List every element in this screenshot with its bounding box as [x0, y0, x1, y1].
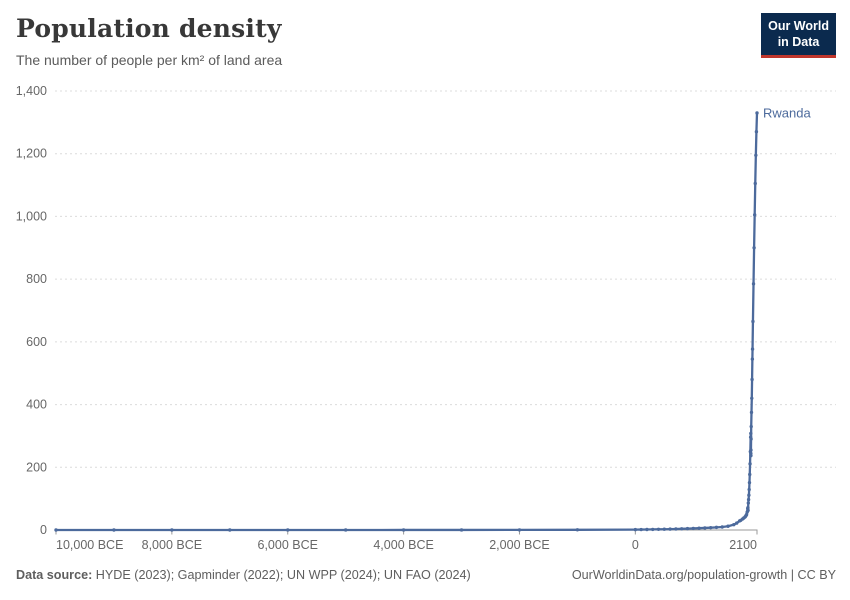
series-point-marker	[746, 506, 750, 510]
series-point-marker	[343, 528, 348, 532]
series-point-marker	[746, 501, 751, 505]
x-tick-label: 8,000 BCE	[142, 538, 202, 552]
series-point-marker	[754, 130, 759, 134]
series-point-marker	[459, 528, 464, 532]
series-point-marker	[679, 527, 684, 531]
series-point-marker	[751, 319, 755, 324]
series-point-marker	[749, 437, 753, 441]
series-point-marker	[228, 528, 232, 532]
series-point-marker	[575, 528, 580, 532]
owid-url-link[interactable]: OurWorldinData.org/population-growth | C…	[571, 568, 836, 582]
x-tick-label: 10,000 BCE	[56, 538, 123, 552]
series-point-marker	[662, 527, 667, 531]
series-point-marker	[732, 522, 736, 527]
series-point-marker	[668, 527, 672, 531]
series-point-marker	[697, 526, 701, 530]
series-point-marker	[749, 453, 753, 458]
series-point-marker	[656, 527, 661, 532]
y-tick-label: 1,400	[16, 84, 47, 98]
series-point-marker	[54, 528, 58, 532]
series-point-marker	[639, 527, 643, 532]
y-tick-label: 0	[40, 523, 47, 537]
series-point-marker	[750, 347, 755, 351]
series-point-marker	[746, 508, 750, 512]
series-point-marker	[749, 410, 754, 415]
series-point-marker	[286, 528, 290, 532]
series-point-marker	[691, 526, 695, 531]
series-point-marker	[748, 472, 752, 477]
series-point-marker	[750, 377, 754, 382]
series-point-marker	[726, 524, 730, 528]
series-point-marker	[749, 424, 753, 429]
x-tick-label: 6,000 BCE	[258, 538, 318, 552]
series-point-marker	[170, 528, 174, 532]
y-tick-label: 200	[26, 460, 47, 474]
owid-logo-line1: Our World	[768, 19, 829, 33]
series-point-marker	[633, 527, 638, 532]
x-tick-label: 2,000 BCE	[489, 538, 549, 552]
series-point-marker	[754, 153, 758, 157]
series-end-label: Rwanda	[763, 105, 811, 120]
series-point-marker	[747, 493, 751, 497]
series-point-marker	[751, 282, 756, 286]
series-point-marker	[735, 521, 739, 525]
series-point-marker	[752, 213, 757, 217]
x-tick-label: 2100	[729, 538, 757, 552]
series-point-marker	[645, 527, 649, 532]
chart-footer: Data source: HYDE (2023); Gapminder (202…	[16, 568, 836, 582]
data-source-label: Data source:	[16, 568, 93, 582]
owid-logo[interactable]: Our World in Data	[761, 13, 836, 58]
y-tick-label: 1,200	[16, 147, 47, 161]
series-point-marker	[112, 528, 116, 532]
series-point-marker	[517, 528, 522, 532]
series-point-marker	[714, 525, 719, 530]
series-point-marker	[747, 487, 751, 492]
series-point-marker	[750, 396, 754, 400]
series-point-marker	[720, 525, 724, 529]
series-point-marker	[747, 480, 752, 485]
series-point-marker	[703, 526, 707, 530]
series-point-marker	[685, 526, 690, 531]
x-tick-label: 0	[632, 538, 639, 552]
series-point-marker	[674, 527, 678, 531]
series-point-marker	[755, 111, 759, 115]
chart-header: Population density The number of people …	[16, 14, 750, 68]
chart-subtitle: The number of people per km² of land are…	[16, 52, 283, 68]
series-point-marker	[748, 462, 752, 466]
owid-logo-line2: in Data	[777, 35, 820, 50]
data-source-text: HYDE (2023); Gapminder (2022); UN WPP (2…	[92, 568, 471, 582]
x-tick-label: 4,000 BCE	[373, 538, 433, 552]
series-point-marker	[753, 181, 757, 186]
series-point-marker	[749, 448, 753, 452]
series-point-marker	[401, 528, 406, 532]
series-point-marker	[651, 527, 655, 532]
data-source-note: Data source: HYDE (2023); Gapminder (202…	[16, 568, 471, 582]
y-tick-label: 400	[26, 398, 47, 412]
y-tick-label: 1,000	[16, 209, 47, 223]
page-title: Population density	[16, 14, 282, 43]
y-tick-label: 800	[26, 272, 47, 286]
y-tick-label: 600	[26, 335, 47, 349]
series-point-marker	[749, 431, 753, 436]
series-point-marker	[750, 357, 755, 361]
series-point-marker	[746, 497, 751, 502]
series-point-marker	[752, 246, 756, 250]
series-point-marker	[708, 525, 713, 530]
